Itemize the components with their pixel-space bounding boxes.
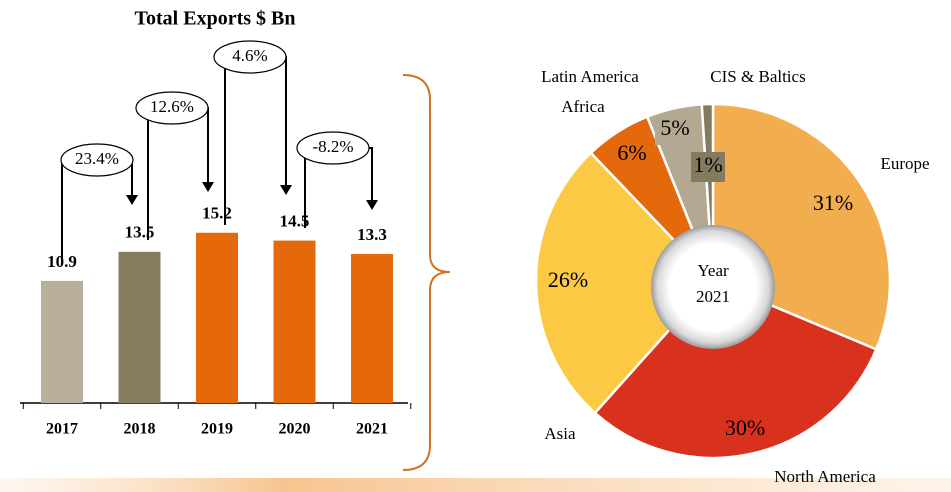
value-label: 5% <box>660 115 689 140</box>
annotation-bubble <box>60 143 134 177</box>
category-label: Asia <box>544 424 576 443</box>
connector <box>202 107 209 184</box>
center-title: Year <box>697 261 729 280</box>
pie-slice <box>593 279 878 460</box>
bar <box>118 251 161 403</box>
annotation: -8.2% <box>312 137 353 156</box>
annotation-bubble <box>296 131 370 165</box>
annotation-bubble <box>135 91 209 125</box>
arrow-head <box>202 182 214 192</box>
annotation: 12.6% <box>150 97 194 116</box>
bar <box>351 254 393 403</box>
label-box <box>655 115 695 145</box>
category-label: Europe <box>880 154 929 173</box>
value-label: 15.2 <box>202 204 232 223</box>
value-label: 14.5 <box>280 212 310 231</box>
center-subtitle: 2021 <box>696 287 730 306</box>
value-label: 13.3 <box>357 225 387 244</box>
bar <box>196 232 238 403</box>
brace <box>402 74 451 471</box>
bar <box>41 280 83 403</box>
chart-title: Total Exports $ Bn <box>135 8 296 30</box>
arrow-head <box>366 200 378 210</box>
category-label: CIS & Baltics <box>710 67 805 86</box>
category-label: North America <box>774 467 876 486</box>
arrow-head <box>126 195 138 205</box>
arrow-head <box>280 185 292 195</box>
x-tick-label: 2021 <box>356 421 388 438</box>
category-label: Latin America <box>541 67 639 86</box>
value-label: 13.5 <box>125 223 155 242</box>
connector <box>280 56 287 187</box>
annotation: 4.6% <box>232 46 267 65</box>
value-label: 26% <box>548 267 588 292</box>
label-box <box>691 152 725 182</box>
pie-slice <box>534 151 715 415</box>
bar <box>273 240 316 403</box>
value-label: 30% <box>725 415 765 440</box>
annotation-bubble <box>213 40 287 74</box>
x-tick-label: 2017 <box>46 421 78 438</box>
category-label: Africa <box>561 97 605 116</box>
value-label: 31% <box>813 190 853 215</box>
value-label: 1% <box>693 152 722 177</box>
x-tick-label: 2020 <box>279 421 311 438</box>
value-label: 6% <box>617 140 646 165</box>
x-tick-label: 2018 <box>124 421 156 438</box>
center-hole <box>651 225 775 349</box>
annotation: 23.4% <box>75 149 119 168</box>
footer-band <box>0 478 951 492</box>
x-tick-label: 2019 <box>201 421 233 438</box>
